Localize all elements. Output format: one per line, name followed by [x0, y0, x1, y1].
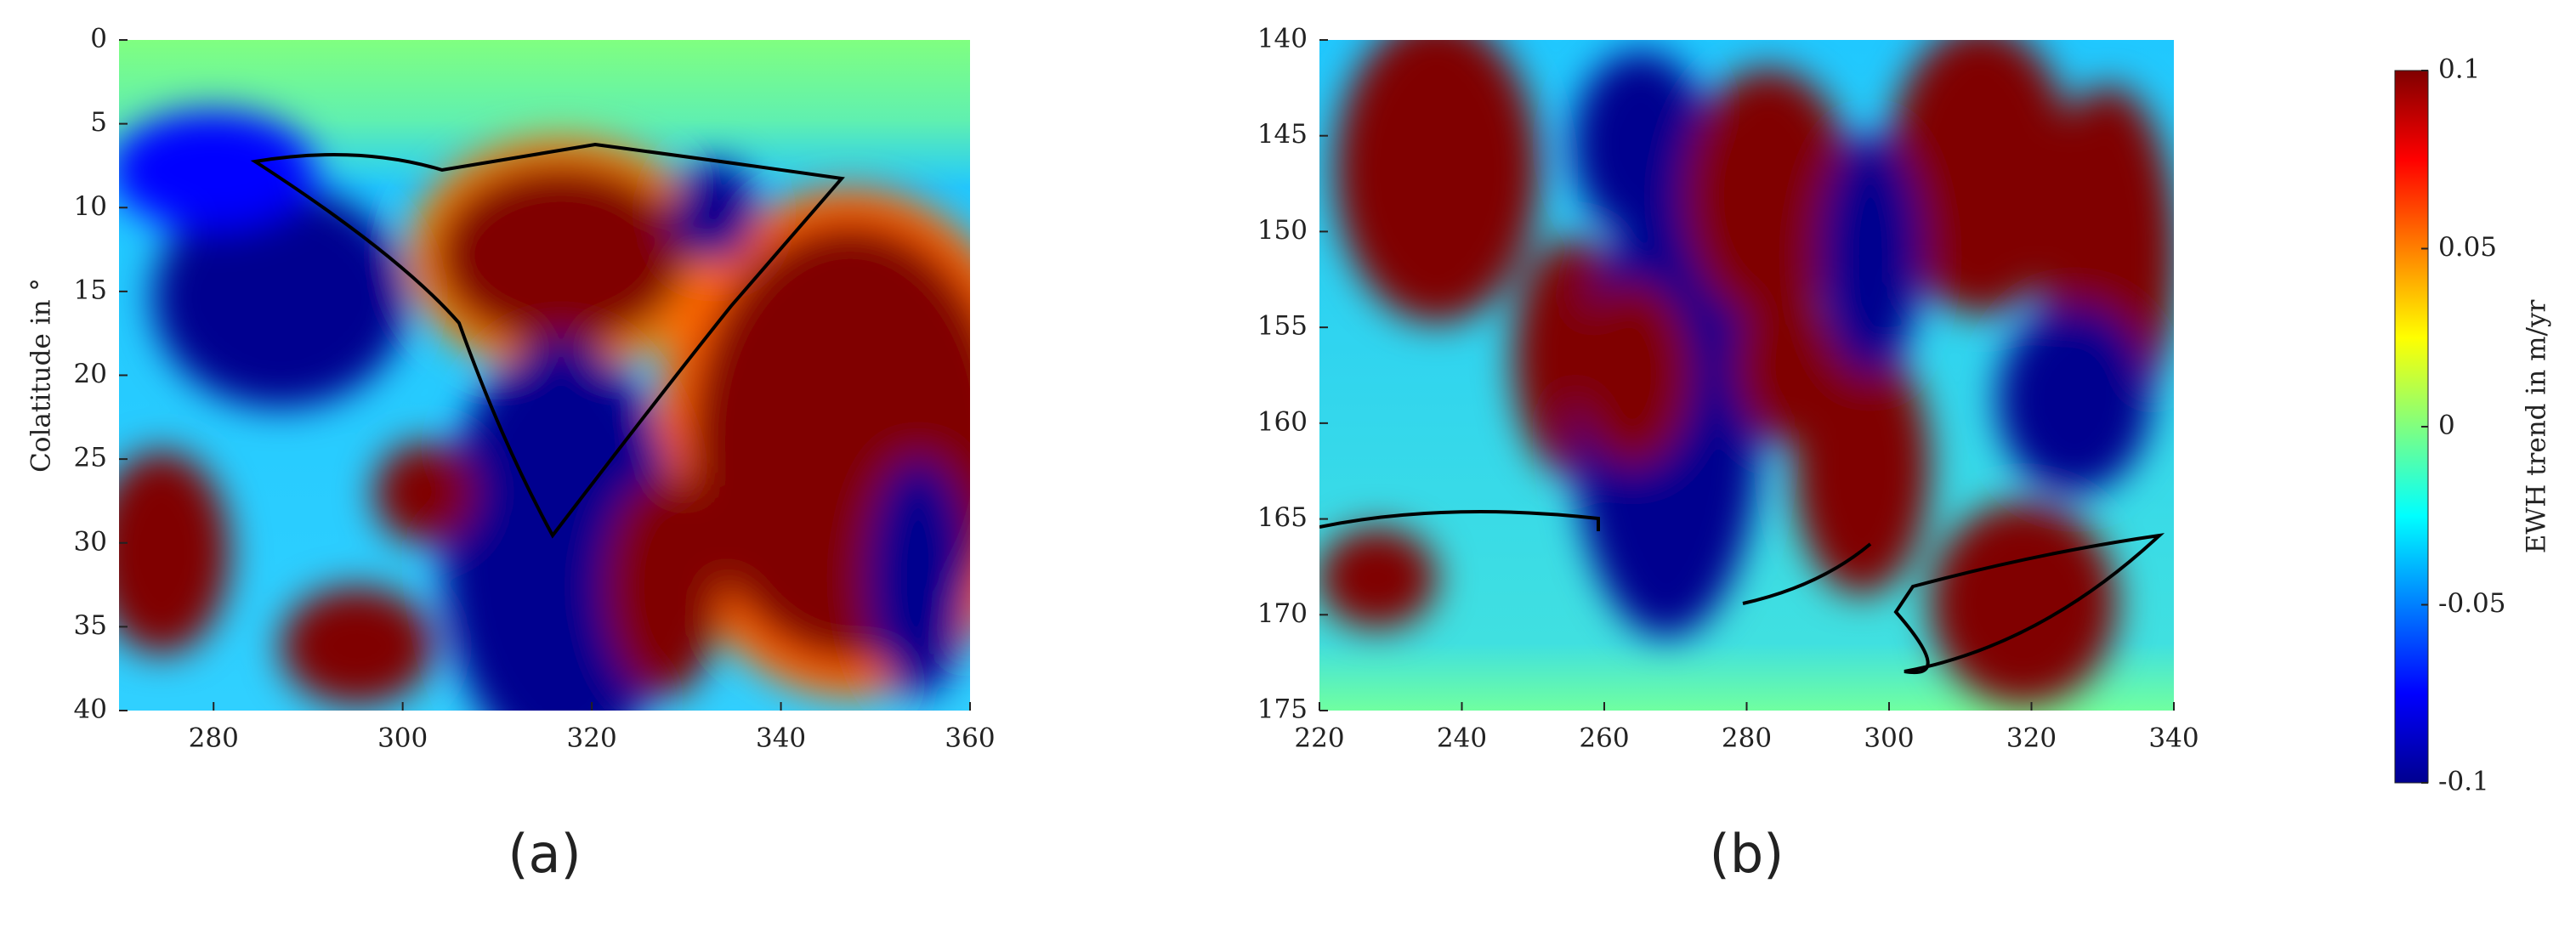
x-tick-label: 260: [1579, 723, 1629, 754]
x-tick-label: 320: [567, 723, 617, 754]
y-tick-label: 10: [74, 191, 107, 222]
x-tick-label: 240: [1437, 723, 1487, 754]
x-tick-label: 340: [2148, 723, 2199, 754]
y-tick-label: 20: [74, 359, 107, 389]
colorbar-tick-label: -0.05: [2438, 588, 2506, 619]
field-b: [1319, 40, 2174, 711]
y-tick-label: 35: [74, 610, 107, 641]
y-tick-label: 140: [1257, 24, 1308, 54]
x-tick-label: 340: [756, 723, 806, 754]
y-tick-label: 15: [74, 275, 107, 305]
x-tick-label: 320: [2006, 723, 2057, 754]
y-axis-label: Colatitude in °: [26, 278, 57, 473]
colorbar-tick-label: -0.1: [2438, 767, 2489, 797]
colorbar-label: EWH trend in m/yr: [2522, 300, 2552, 554]
y-tick-label: 165: [1257, 502, 1308, 533]
y-tick-label: 175: [1257, 694, 1308, 725]
x-tick-label: 300: [377, 723, 428, 754]
panel-label: (a): [508, 823, 581, 885]
colorbar-tick-label: 0: [2438, 411, 2455, 441]
y-tick-label: 160: [1257, 406, 1308, 437]
x-tick-label: 220: [1294, 723, 1344, 754]
y-tick-label: 150: [1257, 215, 1308, 246]
y-tick-label: 25: [74, 443, 107, 473]
colorbar-tick-label: 0.1: [2438, 54, 2480, 85]
x-tick-label: 300: [1864, 723, 1914, 754]
x-tick-label: 280: [189, 723, 239, 754]
colorbar-tick-label: 0.05: [2438, 232, 2497, 263]
x-tick-label: 360: [945, 723, 995, 754]
y-tick-label: 155: [1257, 311, 1308, 342]
y-tick-label: 40: [74, 694, 107, 725]
y-tick-label: 30: [74, 526, 107, 557]
x-tick-label: 280: [1722, 723, 1772, 754]
field-a: [119, 40, 970, 711]
y-tick-label: 170: [1257, 598, 1308, 629]
y-tick-label: 145: [1257, 119, 1308, 150]
y-tick-label: 5: [90, 107, 107, 138]
y-tick-label: 0: [90, 24, 107, 54]
panel-label: (b): [1710, 823, 1784, 885]
